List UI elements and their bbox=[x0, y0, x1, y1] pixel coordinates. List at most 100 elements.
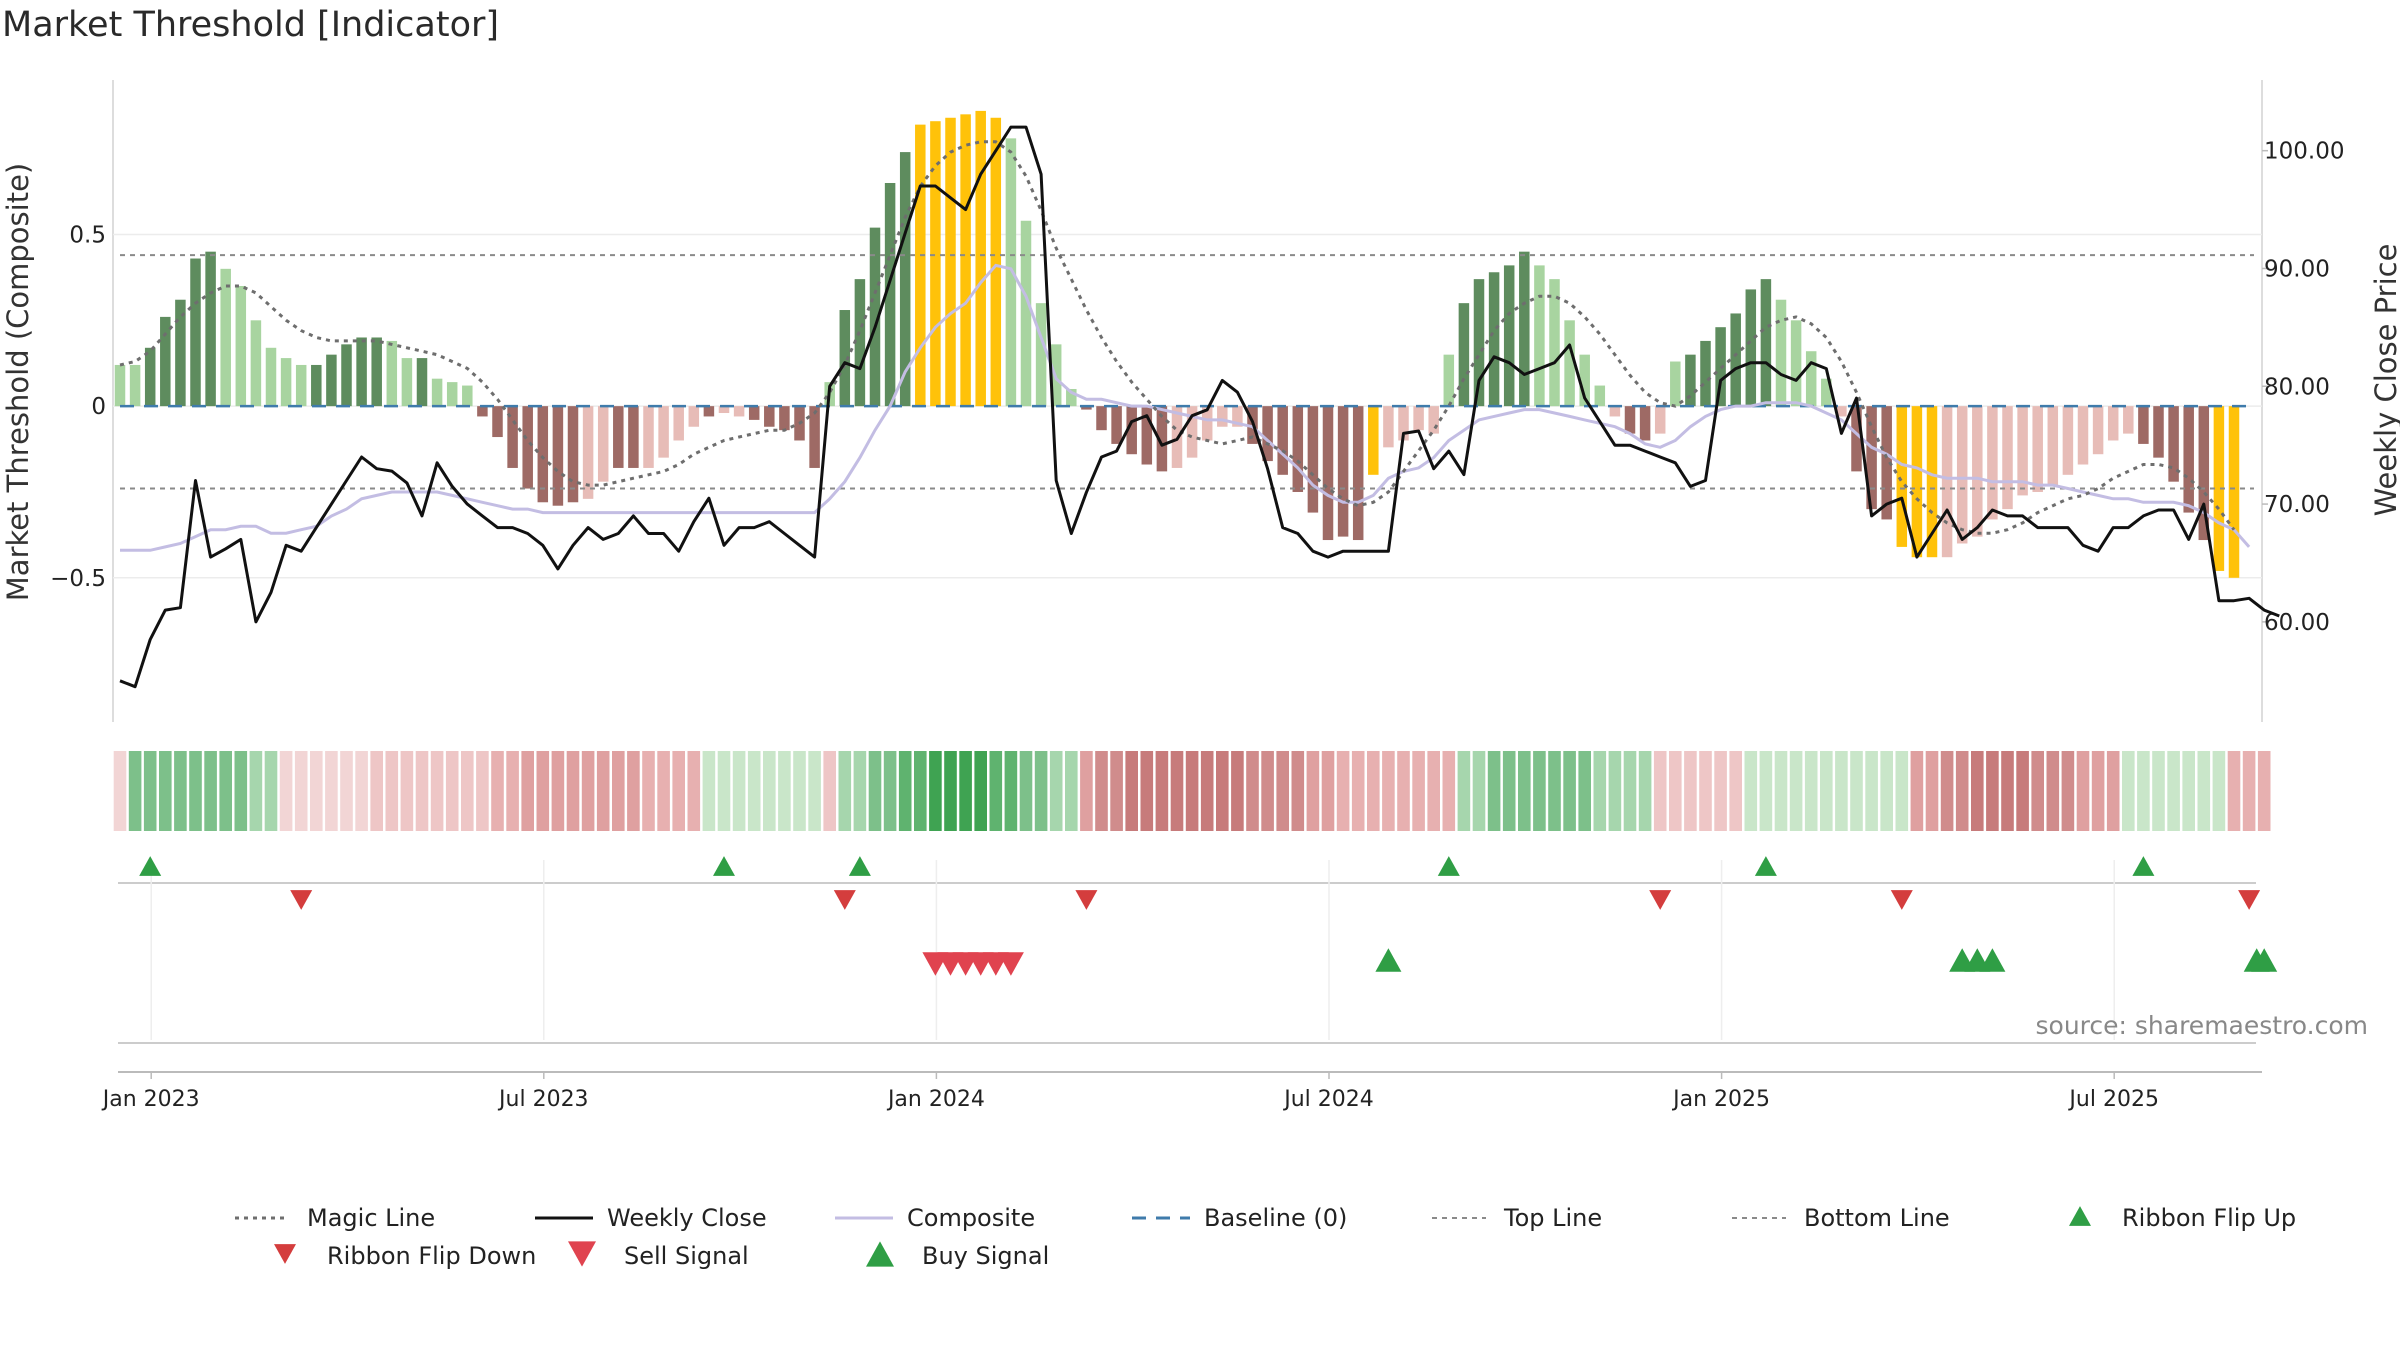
legend-swatch bbox=[274, 1244, 296, 1264]
ribbon-flip-down-marker bbox=[1075, 890, 1098, 910]
composite-bar bbox=[341, 344, 352, 407]
ribbon-segment bbox=[385, 751, 399, 831]
x-tick-label: Jan 2025 bbox=[1671, 1087, 1770, 1112]
ribbon-segment bbox=[1367, 751, 1380, 831]
ribbon-segment bbox=[1955, 751, 1969, 831]
ribbon-segment bbox=[2182, 751, 2195, 831]
composite-bar bbox=[733, 406, 745, 417]
legend-label: Ribbon Flip Down bbox=[327, 1242, 536, 1270]
composite-bar bbox=[2213, 406, 2225, 571]
ribbon-segment bbox=[325, 751, 338, 831]
legend-item-flipup: Ribbon Flip Up bbox=[2069, 1204, 2296, 1232]
y-tick-label: 0 bbox=[91, 394, 106, 420]
composite-bar bbox=[1111, 406, 1122, 444]
ribbon-segment bbox=[310, 751, 323, 831]
legend: Magic Line Weekly Close Composite Baseline … bbox=[235, 1204, 2296, 1270]
ribbon-segment bbox=[1155, 751, 1169, 831]
composite-bar bbox=[597, 406, 609, 482]
ribbon-segment bbox=[581, 751, 595, 831]
ribbon-segment bbox=[793, 751, 806, 831]
ribbon-segment bbox=[612, 751, 625, 831]
composite-bar bbox=[703, 406, 715, 417]
composite-bar bbox=[854, 279, 866, 407]
ribbon-flip-down-marker bbox=[833, 890, 856, 910]
ribbon-segment bbox=[2076, 751, 2090, 831]
composite-bar bbox=[1020, 220, 1032, 407]
ribbon-segment bbox=[566, 751, 580, 831]
ribbon-segment bbox=[400, 751, 414, 831]
composite-bar bbox=[2002, 406, 2013, 510]
composite-bar bbox=[2077, 406, 2089, 465]
composite-bar bbox=[1443, 354, 1455, 407]
composite-bar bbox=[1700, 340, 1711, 407]
ribbon-segment bbox=[898, 751, 912, 831]
ribbon-segment bbox=[1910, 751, 1924, 831]
ribbon-segment bbox=[1533, 751, 1546, 831]
composite-bar bbox=[567, 406, 579, 503]
composite-bar bbox=[1262, 406, 1273, 462]
ribbon-flip-up-marker bbox=[848, 856, 871, 876]
composite-bars bbox=[114, 110, 2240, 578]
ribbon-segment bbox=[143, 751, 157, 831]
composite-bar bbox=[869, 227, 881, 407]
ribbon-segment bbox=[1487, 751, 1501, 831]
ribbon-segment bbox=[1185, 751, 1199, 831]
ribbon-segment bbox=[430, 751, 444, 831]
composite-bar bbox=[1730, 313, 1741, 407]
composite-bar bbox=[507, 406, 518, 468]
ribbon-flip-down-marker bbox=[2238, 890, 2261, 910]
composite-bar bbox=[899, 152, 911, 407]
x-tick-label: Jul 2024 bbox=[1282, 1087, 1374, 1112]
y2-tick-label: 100.00 bbox=[2264, 139, 2344, 165]
y2-axis-title: Weekly Close Price bbox=[2369, 244, 2400, 517]
ribbon-segment bbox=[596, 751, 610, 831]
composite-bar bbox=[582, 406, 594, 499]
ribbon-segment bbox=[1548, 751, 1561, 831]
legend-label: Buy Signal bbox=[922, 1242, 1049, 1270]
ribbon-segment bbox=[1427, 751, 1440, 831]
ribbon-segment bbox=[234, 751, 248, 831]
composite-bar bbox=[2183, 406, 2194, 513]
legend-item-flipdown: Ribbon Flip Down bbox=[274, 1242, 536, 1270]
composite-bar bbox=[2138, 406, 2149, 444]
ribbon-segment bbox=[944, 751, 957, 831]
composite-bar bbox=[356, 337, 367, 407]
ribbon-segment bbox=[461, 751, 474, 831]
ribbon-segment bbox=[2137, 751, 2150, 831]
ribbon-segment bbox=[883, 751, 897, 831]
guide-lines bbox=[120, 254, 2254, 490]
legend-label: Bottom Line bbox=[1804, 1204, 1950, 1232]
ribbon-segment bbox=[989, 751, 1003, 831]
composite-bar bbox=[1972, 406, 1983, 537]
ribbon-segment bbox=[642, 751, 655, 831]
composite-bar bbox=[1428, 406, 1439, 434]
legend-item-composite: Composite bbox=[835, 1204, 1035, 1232]
ribbon-segment bbox=[1714, 751, 1727, 831]
ribbon-segment bbox=[778, 751, 791, 831]
composite-bar bbox=[477, 406, 488, 417]
composite-bar bbox=[1896, 406, 1908, 547]
composite-line bbox=[120, 263, 2251, 552]
ribbon-segment bbox=[808, 751, 821, 831]
legend-item-close: Weekly Close bbox=[535, 1204, 767, 1232]
ribbon-segment bbox=[1880, 751, 1893, 831]
composite-bar bbox=[658, 406, 669, 458]
composite-bar bbox=[1851, 406, 1862, 472]
ribbon-segment bbox=[1397, 751, 1410, 831]
ribbon-segment bbox=[702, 751, 716, 831]
ribbon-segment bbox=[672, 751, 685, 831]
composite-bar bbox=[235, 285, 247, 407]
composite-bar bbox=[1307, 406, 1319, 513]
composite-bar bbox=[1654, 406, 1666, 434]
buy-signal-marker bbox=[1375, 948, 1402, 972]
composite-bar bbox=[1488, 272, 1500, 407]
composite-bar bbox=[1926, 406, 1938, 558]
ribbon-segment bbox=[1623, 751, 1637, 831]
y-axis-title: Market Threshold (Composite) bbox=[1, 163, 35, 601]
composite-bar bbox=[1579, 354, 1590, 407]
ribbon-segment bbox=[1744, 751, 1758, 831]
ribbon-segment bbox=[1472, 751, 1486, 831]
ribbon-segment bbox=[747, 751, 761, 831]
composite-bar bbox=[839, 310, 851, 407]
composite-bar bbox=[1232, 406, 1243, 427]
